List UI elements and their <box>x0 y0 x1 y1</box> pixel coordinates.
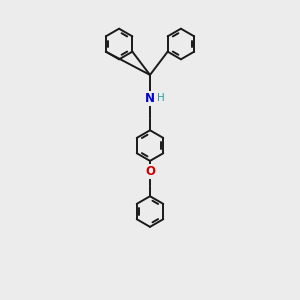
Text: N: N <box>145 92 155 105</box>
Text: O: O <box>145 165 155 178</box>
Text: H: H <box>157 94 165 103</box>
